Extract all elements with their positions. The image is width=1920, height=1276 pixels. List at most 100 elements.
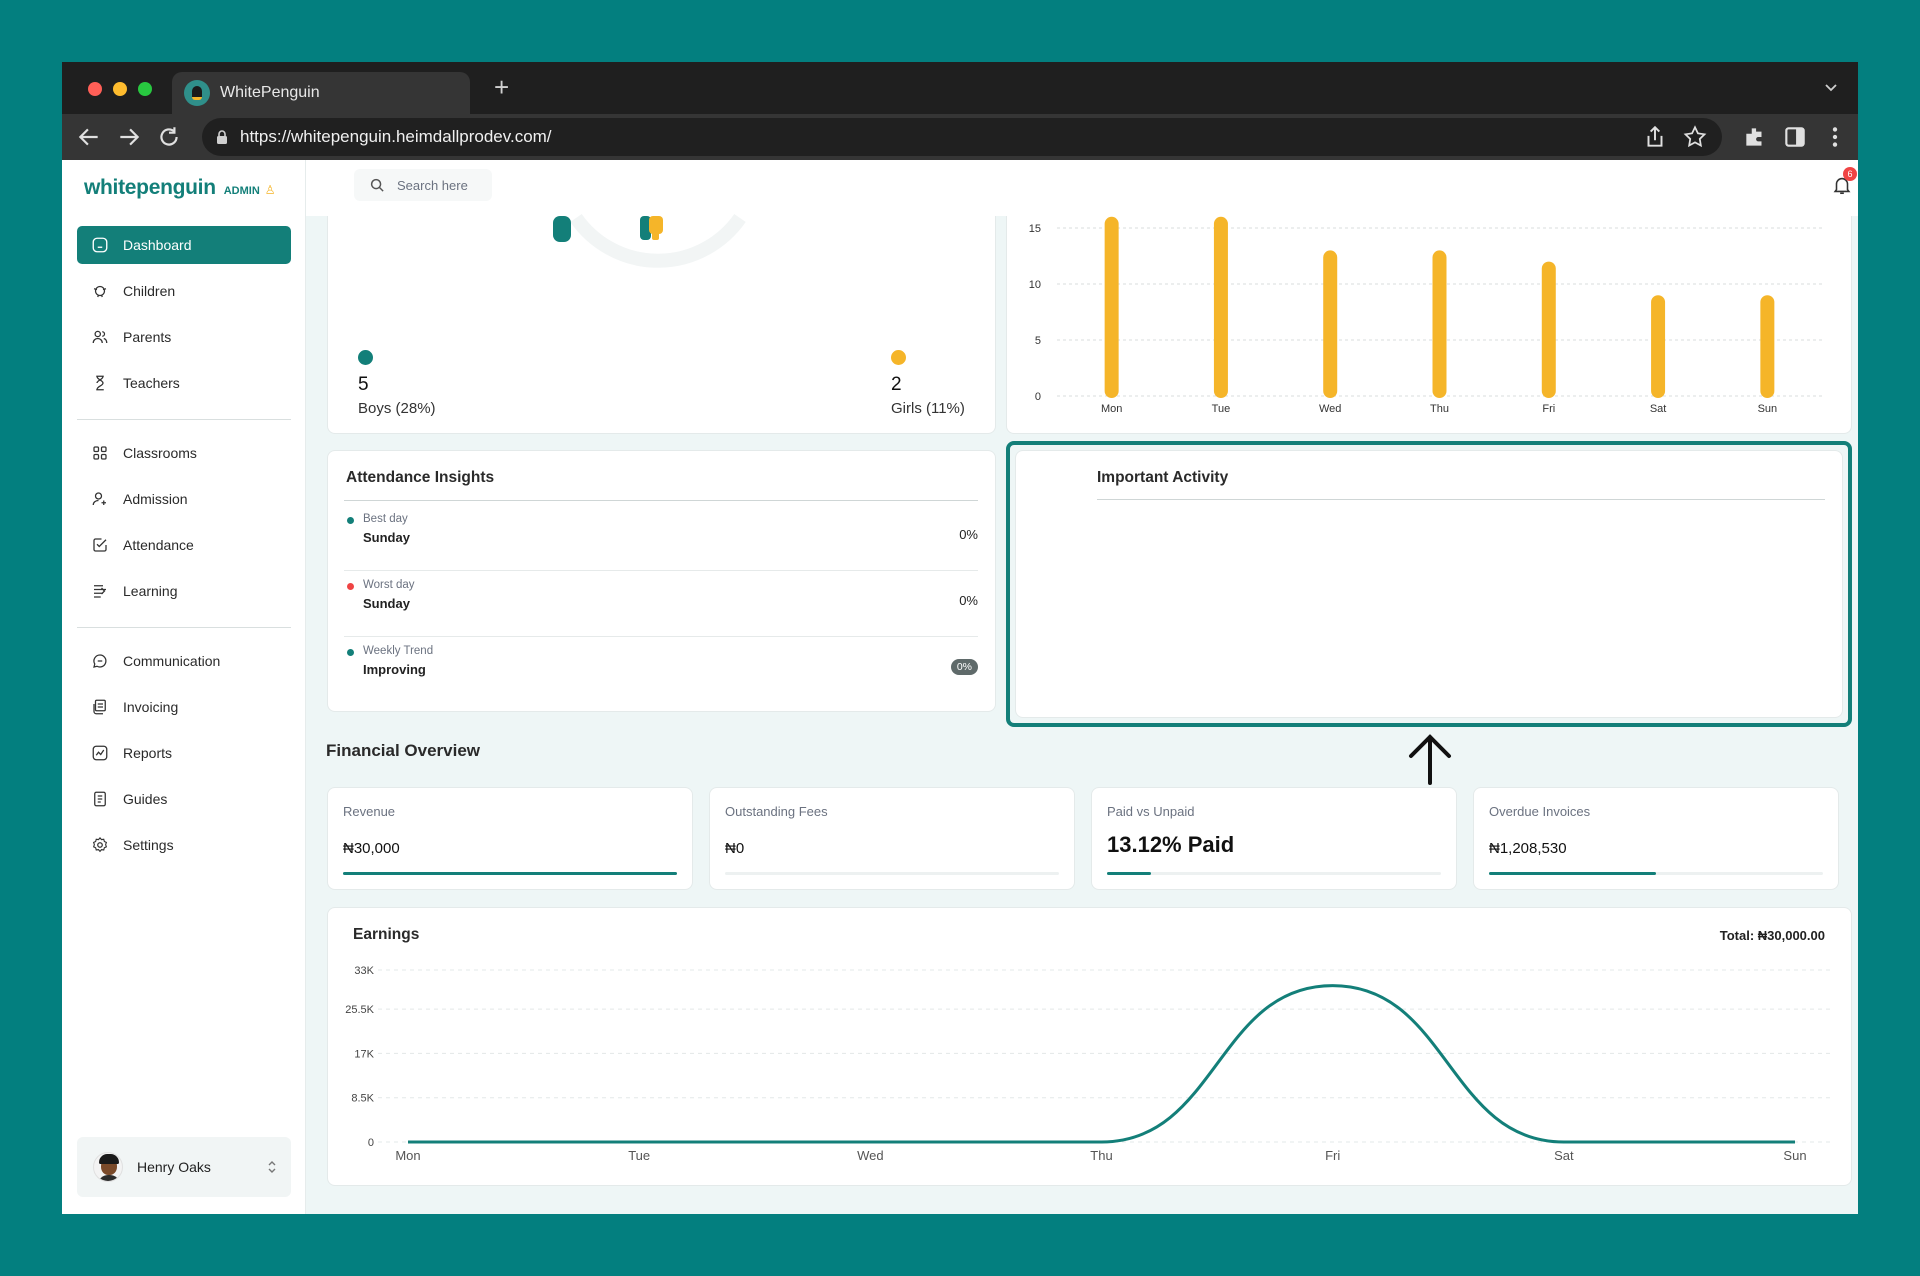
avatar <box>93 1152 123 1182</box>
y-tick-label: 25.5K <box>345 1004 374 1016</box>
brand-logo[interactable]: whitepenguin ADMIN ♙ <box>84 176 276 200</box>
fin-card-paid-vs-unpaid: Paid vs Unpaid 13.12% Paid <box>1091 787 1457 890</box>
guide-icon <box>94 791 106 807</box>
fin-value: 13.12% Paid <box>1107 832 1235 857</box>
search-input[interactable]: Search here <box>354 169 492 201</box>
sidebar-item-attendance[interactable]: Attendance <box>77 526 291 564</box>
bar-mon <box>1104 216 1119 398</box>
sidebar-item-dashboard[interactable]: Dashboard <box>77 226 291 264</box>
user-switcher[interactable]: Henry Oaks <box>77 1137 291 1197</box>
side-panel-icon[interactable] <box>1782 124 1808 150</box>
sidebar-item-invoicing[interactable]: Invoicing <box>77 688 291 726</box>
sidebar-item-label: Attendance <box>123 537 194 553</box>
earnings-card: Earnings Total: ₦30,000.00 0 8.5K 17K 25.5K… <box>327 907 1852 1186</box>
report-icon <box>92 745 108 761</box>
learning-icon <box>94 585 106 598</box>
user-name: Henry Oaks <box>137 1159 211 1175</box>
fin-value: ₦1,208,530 <box>1489 840 1567 857</box>
home-icon <box>92 237 108 253</box>
x-tick-label: Sun <box>1783 1148 1806 1163</box>
users-icon <box>92 330 108 344</box>
sidebar-item-parents[interactable]: Parents <box>77 318 291 356</box>
grid-icon <box>93 446 107 460</box>
chevron-down-icon[interactable] <box>1824 80 1838 94</box>
address-bar[interactable]: https://whitepenguin.heimdallprodev.com/ <box>202 118 1722 156</box>
sidebar-item-label: Settings <box>123 837 174 853</box>
fin-value: ₦30,000 <box>343 840 400 857</box>
y-tick-label: 33K <box>354 965 374 977</box>
x-tick-label: Fri <box>1325 1148 1340 1163</box>
app: whitepenguin ADMIN ♙ Dashboard Children … <box>62 160 1858 1214</box>
highlight-frame <box>1006 441 1852 727</box>
title-divider <box>1097 499 1825 500</box>
boys-marker <box>553 216 571 242</box>
sidebar-item-reports[interactable]: Reports <box>77 734 291 772</box>
girls-legend-dot <box>891 350 906 365</box>
minimize-window-button[interactable] <box>113 82 127 96</box>
progress-fill <box>1107 872 1151 875</box>
share-icon[interactable] <box>1642 124 1668 150</box>
title-divider <box>344 500 978 501</box>
star-icon[interactable] <box>1682 124 1708 150</box>
y-tick-label: 0 <box>368 1137 374 1149</box>
earnings-series-line <box>408 984 1795 1144</box>
insight-percent: 0% <box>959 527 978 542</box>
sidebar-item-label: Invoicing <box>123 699 179 715</box>
invoice-icon <box>93 699 106 715</box>
teacher-icon <box>96 375 104 391</box>
sidebar-item-guides[interactable]: Guides <box>77 780 291 818</box>
insight-caption: Weekly Trend <box>363 645 434 657</box>
donut-track <box>570 213 746 268</box>
y-tick-label: 17K <box>354 1048 374 1060</box>
sidebar-item-communication[interactable]: Communication <box>77 642 291 680</box>
status-dot <box>347 649 354 656</box>
progress-track <box>1107 872 1441 875</box>
search-icon <box>370 178 384 192</box>
x-tick-label: Thu <box>1430 403 1449 415</box>
x-tick-label: Sun <box>1758 403 1778 415</box>
role-badge: ADMIN <box>223 185 260 197</box>
trend-badge: 0% <box>950 659 978 675</box>
fin-card-revenue: Revenue ₦30,000 <box>327 787 693 890</box>
admin-user-icon: ♙ <box>264 183 276 197</box>
sidebar-item-classrooms[interactable]: Classrooms <box>77 434 291 472</box>
status-dot <box>347 583 354 590</box>
sidebar-item-admission[interactable]: Admission <box>77 480 291 518</box>
back-arrow-icon[interactable] <box>76 124 102 150</box>
sidebar-item-label: Communication <box>123 653 221 669</box>
sidebar-item-teachers[interactable]: Teachers <box>77 364 291 402</box>
sidebar-item-label: Parents <box>123 329 172 345</box>
sidebar-item-settings[interactable]: Settings <box>77 826 291 864</box>
insight-caption: Worst day <box>363 579 415 591</box>
search-placeholder: Search here <box>397 177 468 193</box>
close-window-button[interactable] <box>88 82 102 96</box>
boys-count: 5 <box>358 374 369 395</box>
y-tick-label: 0 <box>1035 391 1041 403</box>
check-square-icon <box>93 538 107 552</box>
bar-fri <box>1541 261 1556 398</box>
fin-caption: Outstanding Fees <box>725 804 828 819</box>
sidebar-item-label: Reports <box>123 745 173 761</box>
sidebar-item-learning[interactable]: Learning <box>77 572 291 610</box>
reload-icon[interactable] <box>156 124 182 150</box>
boys-figure <box>640 216 651 240</box>
important-activity-card: Important Activity <box>1015 450 1843 718</box>
bar-tue <box>1213 216 1228 398</box>
card-title: Attendance Insights <box>346 469 495 486</box>
menu-kebab-icon[interactable] <box>1822 124 1848 150</box>
browser-window: WhitePenguin + https://whitepenguin.heim… <box>62 62 1858 1214</box>
maximize-window-button[interactable] <box>138 82 152 96</box>
forward-arrow-icon[interactable] <box>116 124 142 150</box>
y-tick-label: 5 <box>1035 335 1041 347</box>
card-title: Earnings <box>353 926 420 943</box>
sidebar-item-label: Admission <box>123 491 188 507</box>
extensions-icon[interactable] <box>1742 124 1768 150</box>
y-tick-label: 15 <box>1029 223 1041 235</box>
browser-tab[interactable]: WhitePenguin <box>172 72 470 114</box>
tab-bar: WhitePenguin + <box>62 62 1858 114</box>
progress-fill <box>343 872 677 875</box>
sidebar-item-children[interactable]: Children <box>77 272 291 310</box>
x-tick-label: Thu <box>1090 1148 1112 1163</box>
girls-label: Girls (11%) <box>891 400 965 417</box>
new-tab-button[interactable]: + <box>494 72 510 102</box>
